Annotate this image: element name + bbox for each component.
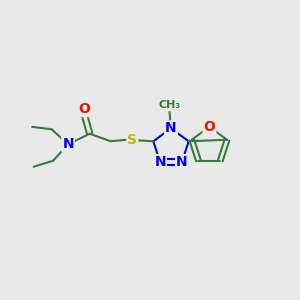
- Text: N: N: [165, 122, 177, 135]
- Text: O: O: [203, 120, 215, 134]
- Text: S: S: [127, 133, 137, 147]
- Text: CH₃: CH₃: [158, 100, 181, 110]
- Text: N: N: [154, 155, 166, 169]
- Text: N: N: [176, 155, 188, 169]
- Text: O: O: [78, 102, 90, 116]
- Text: N: N: [62, 137, 74, 151]
